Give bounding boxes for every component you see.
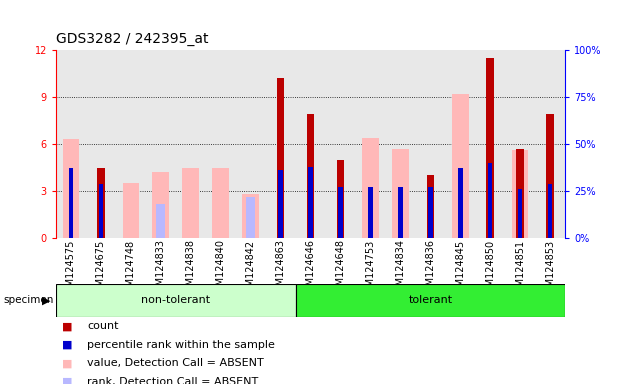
Bar [398, 187, 402, 238]
Bar [548, 184, 553, 238]
Bar [452, 94, 468, 238]
Bar [183, 167, 199, 238]
Bar [212, 167, 229, 238]
Text: percentile rank within the sample: percentile rank within the sample [87, 340, 275, 350]
Bar [486, 58, 494, 238]
Text: ▶: ▶ [42, 295, 51, 306]
Bar [153, 172, 169, 238]
Text: ■: ■ [62, 358, 73, 368]
Bar [63, 139, 79, 238]
Bar [518, 189, 522, 238]
Text: ■: ■ [62, 340, 73, 350]
Bar [368, 187, 373, 238]
Text: value, Detection Call = ABSENT: value, Detection Call = ABSENT [87, 358, 264, 368]
Bar [56, 284, 296, 317]
Bar [99, 184, 103, 238]
Bar [458, 169, 463, 238]
Bar [277, 78, 284, 238]
Bar [97, 167, 104, 238]
Bar [69, 169, 73, 238]
Text: count: count [87, 321, 119, 331]
Bar [512, 150, 528, 238]
Bar [337, 160, 344, 238]
Text: ■: ■ [62, 377, 73, 384]
Text: ■: ■ [62, 321, 73, 331]
Bar [362, 138, 379, 238]
Bar [488, 163, 492, 238]
Bar [338, 187, 343, 238]
Text: rank, Detection Call = ABSENT: rank, Detection Call = ABSENT [87, 377, 258, 384]
Text: non-tolerant: non-tolerant [141, 295, 211, 306]
Bar [427, 175, 434, 238]
Text: tolerant: tolerant [408, 295, 452, 306]
Bar [156, 204, 165, 238]
Bar [392, 149, 409, 238]
Bar [242, 194, 259, 238]
Bar [296, 284, 565, 317]
Bar [246, 197, 255, 238]
Bar [428, 187, 433, 238]
Bar [308, 167, 313, 238]
Bar [278, 170, 283, 238]
Text: specimen: specimen [3, 295, 53, 306]
Bar [307, 114, 314, 238]
Bar [122, 183, 139, 238]
Text: GDS3282 / 242395_at: GDS3282 / 242395_at [56, 32, 209, 46]
Bar [546, 114, 554, 238]
Bar [517, 149, 524, 238]
